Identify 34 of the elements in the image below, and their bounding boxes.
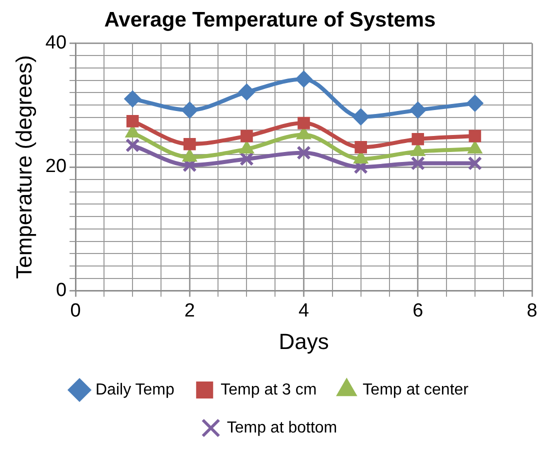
chart-title: Average Temperature of Systems (104, 8, 436, 32)
y-tick-label: 20 (45, 156, 67, 178)
x-tick-label: 8 (526, 300, 538, 322)
point (296, 146, 311, 160)
point (298, 116, 310, 130)
y-tick-label: 0 (56, 280, 67, 302)
x-axis-title: Days (278, 328, 329, 354)
point (466, 94, 484, 112)
legend-label: Temp at 3 cm (220, 381, 317, 398)
point (412, 132, 424, 146)
point (124, 90, 142, 108)
point (240, 130, 253, 142)
y-tick-label: 40 (45, 32, 67, 54)
point (238, 84, 256, 101)
y-axis-title: Temperature (degrees) (11, 55, 36, 279)
point (409, 102, 426, 119)
legend-label: Temp at center (362, 381, 470, 398)
point (354, 141, 367, 154)
point (183, 138, 196, 150)
point (410, 156, 426, 170)
x-tick-label: 2 (184, 300, 195, 322)
x-tick-label: 6 (412, 300, 424, 322)
point (126, 115, 139, 128)
legend-label: Temp at bottom (226, 419, 338, 436)
point (125, 138, 140, 152)
point (181, 102, 198, 119)
point (240, 152, 254, 166)
point (295, 70, 312, 88)
x-tick-label: 4 (298, 300, 310, 322)
point (468, 130, 482, 142)
point (468, 156, 482, 170)
legend-label: Daily Temp (96, 381, 174, 398)
point (352, 108, 370, 126)
x-tick-label: 0 (70, 300, 81, 322)
